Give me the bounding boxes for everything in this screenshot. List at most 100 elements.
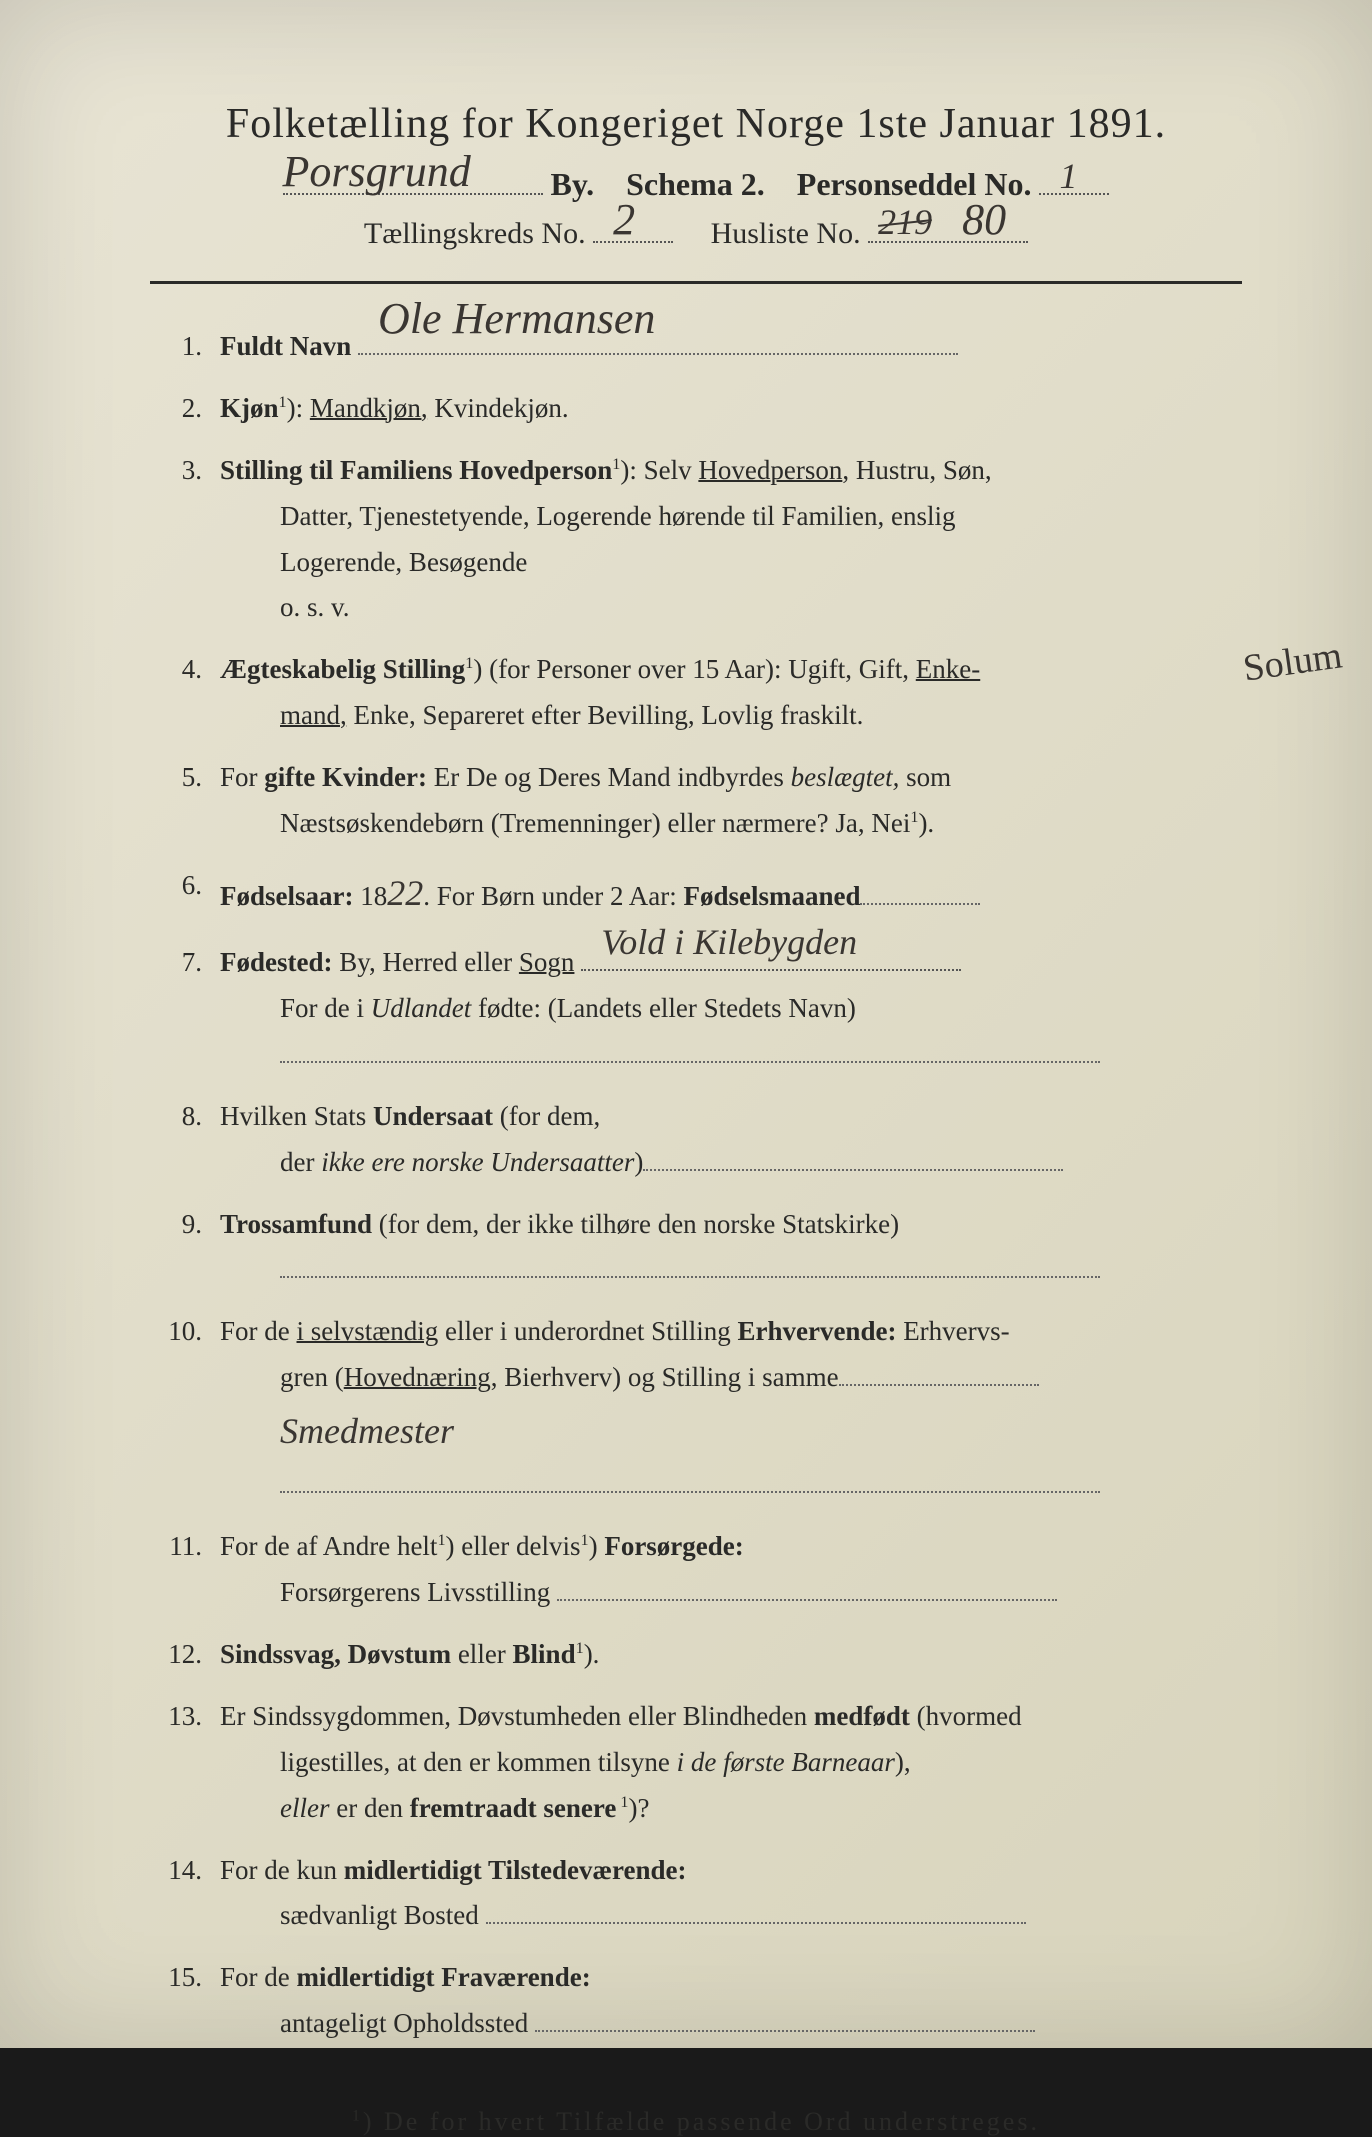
bold1: Erhvervende:: [737, 1316, 896, 1346]
husliste-value: 80: [962, 195, 1006, 244]
cont2a: eller: [280, 1793, 329, 1823]
field-8: 8. Hvilken Stats Undersaat (for dem, der…: [160, 1094, 1242, 1186]
cont2: Logerende, Besøgende: [220, 540, 1242, 586]
field-num: 8.: [160, 1094, 220, 1186]
cont1: Forsørgerens Livsstilling: [280, 1577, 550, 1607]
fill: [280, 1251, 1100, 1278]
line1c: Erhvervs-: [896, 1316, 1009, 1346]
label: Fuldt Navn: [220, 331, 351, 361]
cont1a: mand,: [280, 700, 347, 730]
mid: eller: [451, 1639, 512, 1669]
label-a: Kjøn: [220, 393, 279, 423]
kreds-label: Tællingskreds No.: [364, 217, 586, 250]
cont1: For de i: [280, 993, 371, 1023]
schema-label: Schema 2.: [626, 166, 765, 202]
field-num: 9.: [160, 1202, 220, 1294]
field-1: 1. Fuldt Navn Ole Hermansen: [160, 324, 1242, 370]
field-9: 9. Trossamfund (for dem, der ikke tilhør…: [160, 1202, 1242, 1294]
bold1: Trossamfund: [220, 1209, 372, 1239]
fill: [280, 1036, 1100, 1063]
birthplace-field: Vold i Kilebygden: [581, 969, 961, 971]
bold1: midlertidigt Fraværende:: [297, 1962, 591, 1992]
margin-note: Solum: [1240, 633, 1344, 690]
field-num: 7.: [160, 940, 220, 1078]
cont1a: gren (: [280, 1362, 344, 1392]
sup2: 1: [580, 1531, 588, 1549]
fill: [643, 1144, 1063, 1171]
bold2: fremtraadt senere: [410, 1793, 617, 1823]
opt-hovedperson: Hovedperson: [698, 455, 842, 485]
cont3: o. s. v.: [220, 585, 1242, 631]
field-num: 1.: [160, 324, 220, 370]
field-num: 6.: [160, 863, 220, 924]
field-num: 3.: [160, 448, 220, 632]
city-row: Porsgrund By. Schema 2. Personseddel No.…: [150, 166, 1242, 203]
bold1: Sindssvag, Døvstum: [220, 1639, 451, 1669]
cont1: Næstsøskendebørn (Tremenninger) eller næ…: [280, 808, 910, 838]
birthplace-value: Vold i Kilebygden: [601, 912, 857, 973]
bold1: Undersaat: [373, 1101, 493, 1131]
cont1b: ).: [918, 808, 934, 838]
bold1: medfødt: [814, 1701, 910, 1731]
divider: [150, 281, 1242, 284]
sup: 1: [616, 1793, 628, 1811]
fill: [557, 1574, 1057, 1601]
end: ).: [584, 1639, 600, 1669]
after2: som: [899, 762, 951, 792]
form-header: Folketælling for Kongeriget Norge 1ste J…: [150, 100, 1242, 251]
field-num: 5.: [160, 755, 220, 847]
field-11: 11. For de af Andre helt1) eller delvis1…: [160, 1524, 1242, 1616]
bold1: Fødselsmaaned: [683, 881, 860, 911]
line1b: ) eller delvis: [446, 1531, 581, 1561]
line1: Hvilken Stats: [220, 1101, 373, 1131]
label: Fødested:: [220, 947, 339, 977]
fill: [486, 1897, 1026, 1924]
kreds-value: 2: [613, 194, 635, 245]
u1: i selvstændig: [297, 1316, 439, 1346]
line1: For de kun: [220, 1855, 344, 1885]
label: Stilling til Familiens Hovedperson: [220, 455, 612, 485]
field-2: 2. Kjøn1): Mandkjøn, Kvindekjøn.: [160, 386, 1242, 432]
line1: For de: [220, 1962, 297, 1992]
bold1: midlertidigt Tilstedeværende:: [344, 1855, 687, 1885]
line1b: eller i underordnet Stilling: [438, 1316, 737, 1346]
sup1: 1: [437, 1531, 445, 1549]
field-3: 3. Stilling til Familiens Hovedperson1):…: [160, 448, 1242, 632]
cont1b: Enke, Separeret efter Bevilling, Lovlig …: [347, 700, 864, 730]
husliste-field: 219 80: [868, 241, 1028, 243]
field-15: 15. For de midlertidigt Fraværende: anta…: [160, 1955, 1242, 2047]
cont1b: ): [634, 1147, 643, 1177]
line1a: Er Sindssygdommen, Døvstumheden eller Bl…: [220, 1701, 814, 1731]
label: Fødselsaar:: [220, 881, 360, 911]
by-label: By.: [551, 166, 595, 202]
field-num: 10.: [160, 1309, 220, 1508]
italic1: i de første Barneaar: [677, 1747, 895, 1777]
census-form-page: Folketælling for Kongeriget Norge 1ste J…: [0, 0, 1372, 2048]
kreds-field: 2: [593, 241, 673, 243]
husliste-label: Husliste No.: [711, 217, 861, 250]
sogn: Sogn: [519, 947, 575, 977]
fill: [280, 1466, 1100, 1493]
field-14: 14. For de kun midlertidigt Tilstedevære…: [160, 1848, 1242, 1940]
field-list: 1. Fuldt Navn Ole Hermansen 2. Kjøn1): M…: [150, 324, 1242, 2047]
field-num: 14.: [160, 1848, 220, 1940]
cont1b: , Bierhverv) og Stilling i samme: [491, 1362, 839, 1392]
cont1: Datter, Tjenestetyende, Logerende hørend…: [220, 494, 1242, 540]
bold1: Forsørgede:: [604, 1531, 743, 1561]
cont1a: ligestilles, at den er kommen tilsyne: [280, 1747, 677, 1777]
city-value: Porsgrund: [283, 146, 471, 197]
opt-mandkjon: Mandkjøn,: [310, 393, 428, 423]
field-num: 13.: [160, 1694, 220, 1832]
after: ): Selv: [620, 455, 698, 485]
label: Ægteskabelig Stilling: [220, 654, 465, 684]
personseddel-field: 1: [1039, 193, 1109, 195]
line1b: (for dem,: [493, 1101, 600, 1131]
kreds-row: Tællingskreds No. 2 Husliste No. 219 80: [150, 217, 1242, 251]
city-field: Porsgrund: [283, 193, 543, 195]
sup: 1: [279, 393, 287, 411]
personseddel-value: 1: [1059, 155, 1077, 197]
cont1b: fødte: (Landets eller Stedets Navn): [471, 993, 856, 1023]
label-b: ):: [287, 393, 310, 423]
name-field: Ole Hermansen: [358, 353, 958, 355]
cont1b: ),: [895, 1747, 911, 1777]
